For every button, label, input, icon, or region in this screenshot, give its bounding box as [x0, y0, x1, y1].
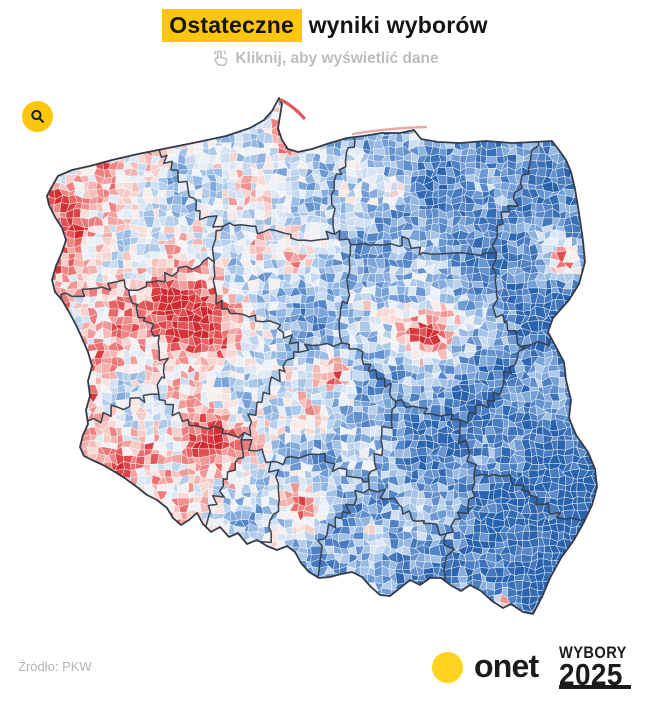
subtitle-text: Kliknij, aby wyświetlić dane — [235, 49, 439, 67]
zoom-button[interactable] — [22, 101, 53, 132]
wybory-logo-line1: WYBORY — [559, 643, 627, 662]
wybory-logo-underline — [559, 685, 631, 689]
wybory-2025-logo: WYBORY 2025 — [559, 643, 635, 692]
subtitle: Kliknij, aby wyświetlić dane — [0, 49, 650, 68]
wybory-logo-line2: 2025 — [559, 657, 623, 692]
title-highlight: Ostateczne — [162, 9, 302, 42]
magnifier-icon — [31, 109, 44, 123]
source-label: Źródło: PKW — [18, 659, 92, 674]
title-rest: wyniki wyborów — [308, 12, 488, 38]
onet-wordmark: onet — [474, 647, 539, 684]
onet-logo: onet — [432, 647, 539, 684]
tap-hand-icon — [214, 50, 228, 67]
onet-dot-icon — [432, 652, 463, 683]
page-title: Ostateczne wyniki wyborów — [0, 0, 650, 42]
